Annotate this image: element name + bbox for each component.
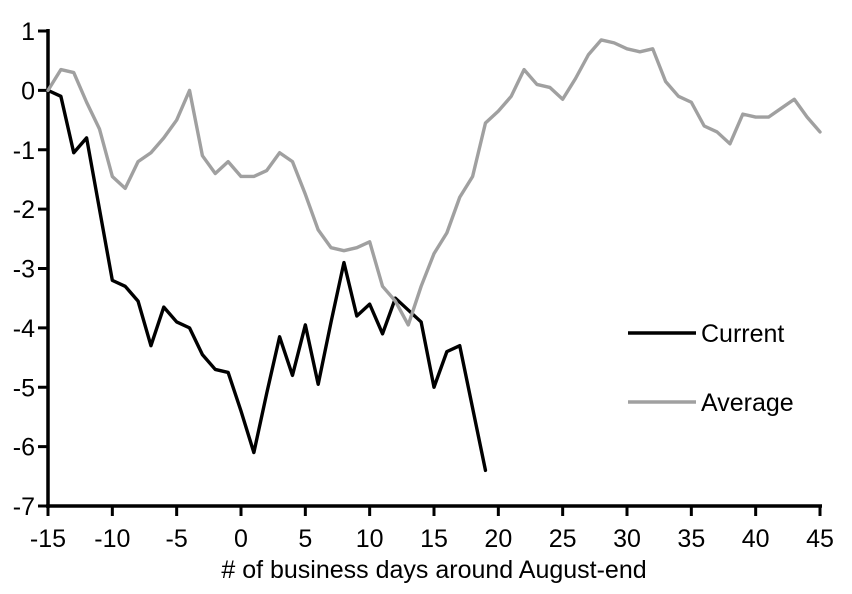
series bbox=[46, 38, 822, 473]
y-tick-label: 1 bbox=[21, 18, 35, 46]
x-tick-label: 20 bbox=[484, 525, 512, 553]
x-tick-label: 5 bbox=[298, 525, 312, 553]
x-tick-label: -15 bbox=[30, 525, 66, 553]
y-tick-label: -3 bbox=[13, 256, 35, 284]
current-line bbox=[46, 88, 488, 473]
average-line bbox=[46, 38, 822, 327]
legend: Current Average bbox=[628, 320, 794, 417]
x-tick-label: 25 bbox=[549, 525, 577, 553]
y-tick-label: 0 bbox=[21, 77, 35, 105]
y-tick-label: -5 bbox=[13, 374, 35, 402]
y-tick-label: -4 bbox=[13, 315, 35, 343]
y-tick-label: -1 bbox=[13, 137, 35, 165]
x-tick-label: 35 bbox=[677, 525, 705, 553]
y-tick-label: -7 bbox=[13, 493, 35, 521]
x-tick-label: 0 bbox=[234, 525, 248, 553]
x-tick-label: -10 bbox=[94, 525, 130, 553]
x-axis-title: # of business days around August-end bbox=[221, 556, 646, 584]
x-tick-label: 10 bbox=[356, 525, 384, 553]
legend-current-label: Current bbox=[701, 320, 784, 348]
y-tick-label: -2 bbox=[13, 196, 35, 224]
axes: 10-1-2-3-4-5-6-7-15 -10 -5 0 5 10 15 20 25 30 35 40… bbox=[13, 18, 834, 553]
x-tick-label: 40 bbox=[742, 525, 770, 553]
x-tick-label: 45 bbox=[806, 525, 834, 553]
x-tick-label: 30 bbox=[613, 525, 641, 553]
legend-average-label: Average bbox=[701, 389, 794, 417]
y-tick-label: -6 bbox=[13, 434, 35, 462]
x-tick-label: 15 bbox=[420, 525, 448, 553]
x-tick-label: -5 bbox=[166, 525, 188, 553]
